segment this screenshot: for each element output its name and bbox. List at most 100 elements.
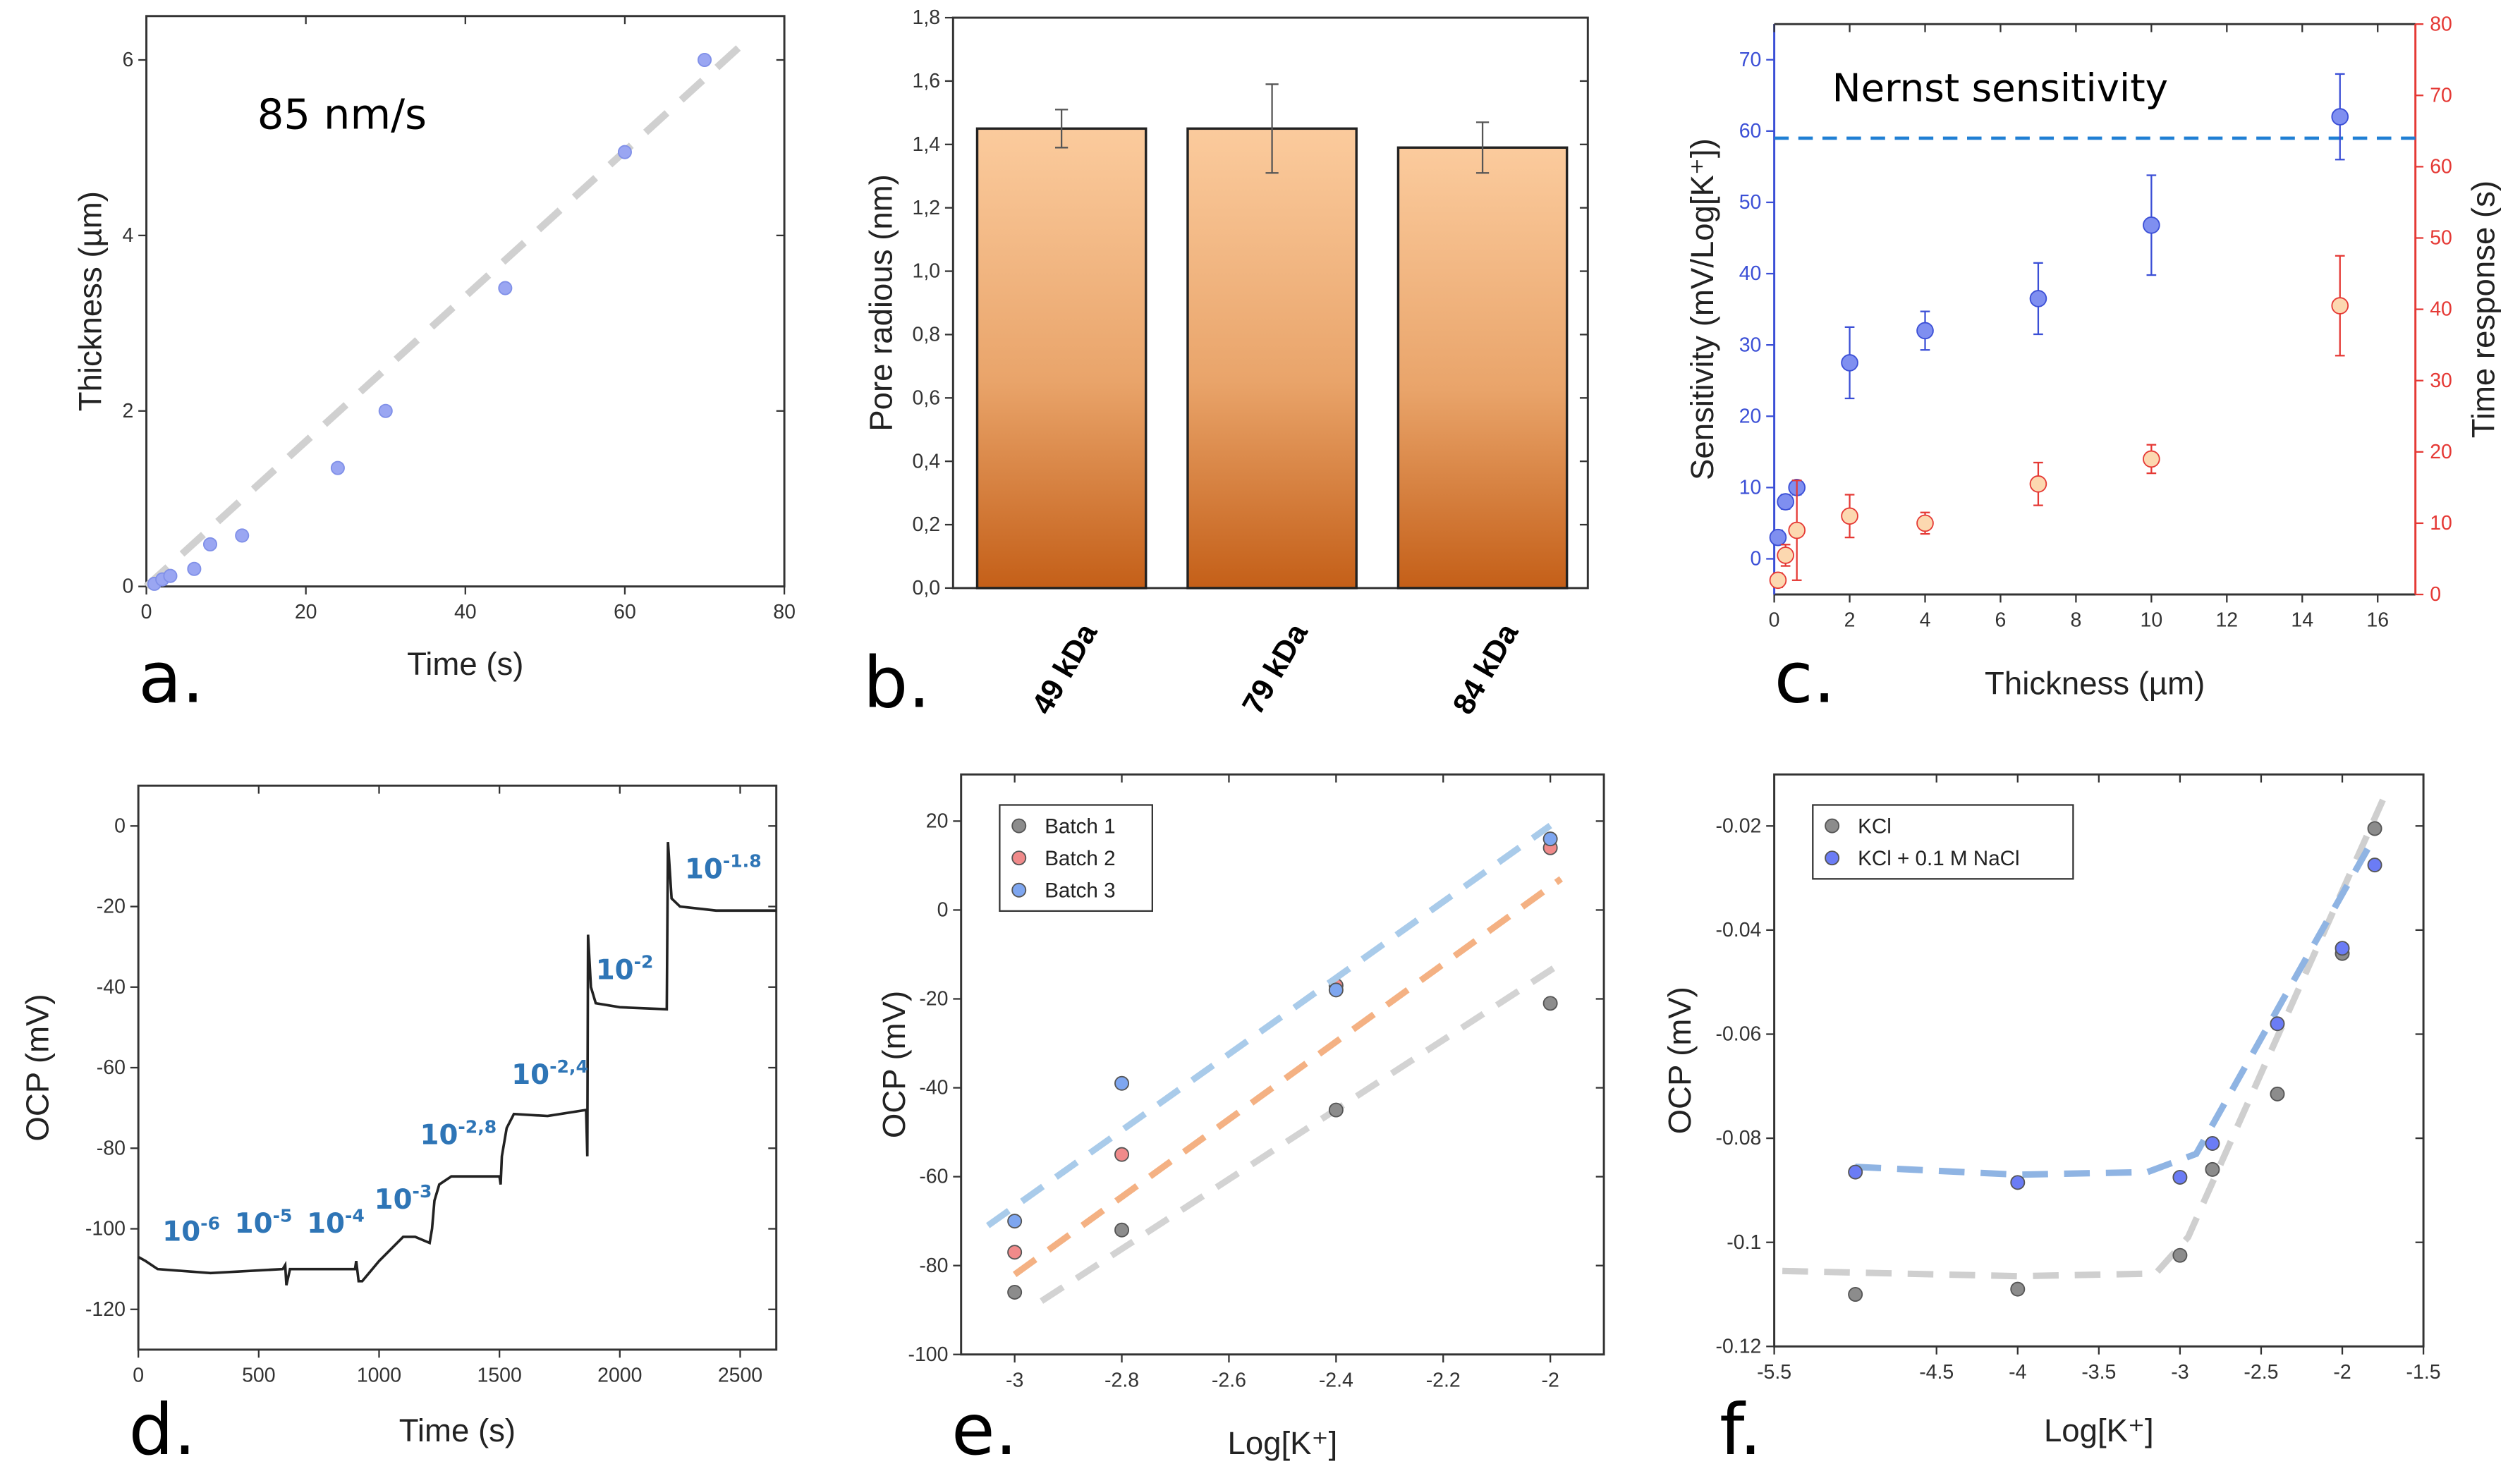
data-point: [617, 145, 632, 159]
y-tick-label: -20: [919, 988, 948, 1011]
y-tick-label: -20: [97, 896, 126, 918]
concentration-base: 10: [235, 1208, 273, 1240]
y-tick-right-label: 50: [2430, 227, 2452, 250]
x-tick-label: 10: [2141, 609, 2163, 632]
x-tick-label: -1.5: [2406, 1361, 2441, 1384]
legend-label: KCl: [1858, 814, 1892, 838]
concentration-base: 10: [375, 1184, 413, 1216]
sensitivity-point: [2143, 216, 2160, 234]
x-tick-label: 500: [242, 1364, 275, 1386]
data-point: [498, 281, 513, 295]
sensitivity-point: [2029, 290, 2047, 307]
y-tick-label: -60: [97, 1056, 126, 1079]
concentration-label: 10-5: [235, 1205, 293, 1240]
data-point: [202, 537, 218, 551]
panel-a: 0 20 40 60 80 0 2 4 6 85 nm/s Time (s) Thickness (µ…: [73, 15, 796, 719]
legend-label: Batch 2: [1045, 847, 1115, 870]
x-tick-label: -3: [2171, 1361, 2189, 1384]
concentration-label: 10-6: [162, 1214, 220, 1248]
x-tick-label: 2: [1844, 609, 1856, 632]
y-tick-label: 0: [122, 575, 133, 598]
x-tick-label: 0: [133, 1364, 144, 1386]
y-tick-label: 60: [1739, 120, 1762, 142]
panel-e: -3 -2.8 -2.6 -2.4 -2.2 -2 20 0 -20 -40 -60 -80 -100 B…: [876, 773, 1605, 1471]
panel-c: 0 2 4 6 8 10 12 14 16 0 10 20 30 40 50 60 70 0 10 20 30 40 50 6…: [1684, 13, 2501, 719]
x-tick-label: -2: [1541, 1369, 1559, 1391]
bar: [1396, 146, 1569, 590]
x-tick-label: -2.2: [1426, 1369, 1461, 1391]
bar: [1186, 127, 1358, 590]
concentration-base: 10: [307, 1208, 345, 1240]
y-axis-label: OCP (mV): [876, 991, 912, 1138]
x-tick-label: 40: [454, 601, 477, 623]
y-tick-label: -0.12: [1715, 1335, 1761, 1357]
y-tick-label: -80: [919, 1255, 948, 1277]
y-tick-label: 0,2: [913, 513, 941, 536]
y-tick-label: 1,6: [913, 70, 941, 92]
x-tick-label: 80: [773, 601, 796, 623]
y-tick-label: -120: [85, 1298, 126, 1321]
x-tick-label: -4.5: [1919, 1361, 1954, 1384]
data-point: [1848, 1164, 1863, 1180]
x-tick-label: 20: [295, 601, 317, 623]
panel-d: 0 500 1000 1500 2000 2500 0 -20 -40 -60 -80 -100 -12…: [20, 784, 778, 1471]
y-tick-right-label: 40: [2430, 298, 2452, 321]
x-tick-label: 2500: [718, 1364, 762, 1386]
sensitivity-point: [1916, 322, 1934, 340]
legend-box: [1812, 804, 2074, 880]
fit-line: [986, 822, 1552, 1228]
legend: Batch 1 Batch 2 Batch 3: [999, 804, 1153, 913]
panel-f: -5.5 -4.5 -4 -3.5 -3 -2.5 -2 -1.5 -0.02 -0.04 -0.0…: [1662, 773, 2441, 1471]
data-point: [1542, 831, 1558, 847]
y-tick-right-label: 70: [2430, 84, 2452, 106]
y-tick-label: 1,8: [913, 6, 941, 29]
legend-marker: [1825, 850, 1840, 866]
x-tick-label: 6: [1995, 609, 2007, 632]
x-tick-label: -4: [2009, 1361, 2026, 1384]
y-tick-label: 70: [1739, 49, 1762, 71]
y-tick-label: 0: [114, 814, 126, 837]
time-response-point: [2143, 450, 2160, 468]
panel-letter: d.: [128, 1389, 196, 1471]
y-tick-label: 40: [1739, 262, 1762, 285]
bar: [975, 127, 1148, 590]
x-tick-label: -2.4: [1319, 1369, 1353, 1391]
plot-frame: [145, 15, 786, 588]
x-tick-label: 12: [2215, 609, 2238, 632]
legend-label: KCl + 0.1 M NaCl: [1858, 847, 2020, 870]
x-tick-label: -3: [1006, 1369, 1023, 1391]
data-point: [330, 460, 345, 475]
y-tick-label: -0.1: [1727, 1231, 1761, 1254]
data-point: [2367, 858, 2382, 873]
concentration-base: 10: [162, 1216, 200, 1248]
concentration-label: 10-4: [307, 1205, 365, 1240]
data-point: [2010, 1281, 2026, 1297]
x-axis-label: Log[K⁺]: [1228, 1425, 1338, 1461]
x-tick-label: 0: [1769, 609, 1780, 632]
time-response-point: [2029, 475, 2047, 493]
y-tick-label: 20: [926, 810, 949, 833]
x-tick-label: 1000: [357, 1364, 401, 1386]
fit-line: [1012, 876, 1564, 1277]
y-tick-right-label: 60: [2430, 156, 2452, 178]
data-point: [235, 528, 250, 543]
legend-marker: [1011, 882, 1027, 898]
panel-letter: b.: [863, 642, 931, 724]
data-point: [1007, 1285, 1023, 1300]
data-point: [1542, 996, 1558, 1011]
y-tick-label: 1,0: [913, 260, 941, 283]
panel-letter: a.: [138, 637, 204, 719]
time-response-point: [1769, 571, 1787, 590]
y-tick-label: 2: [122, 400, 133, 422]
y-tick-right-label: 0: [2430, 583, 2441, 606]
data-point: [378, 403, 393, 418]
time-response-point: [1788, 521, 1806, 539]
data-point: [2205, 1136, 2220, 1151]
y-tick-label: 50: [1739, 191, 1762, 214]
concentration-exponent: -1.8: [723, 851, 762, 872]
concentration-exponent: -6: [200, 1214, 220, 1234]
category-label: 79 kDa: [1236, 618, 1315, 721]
data-point: [2270, 1016, 2285, 1032]
legend-label: Batch 1: [1045, 814, 1115, 838]
y-tick-label: 6: [122, 49, 133, 71]
